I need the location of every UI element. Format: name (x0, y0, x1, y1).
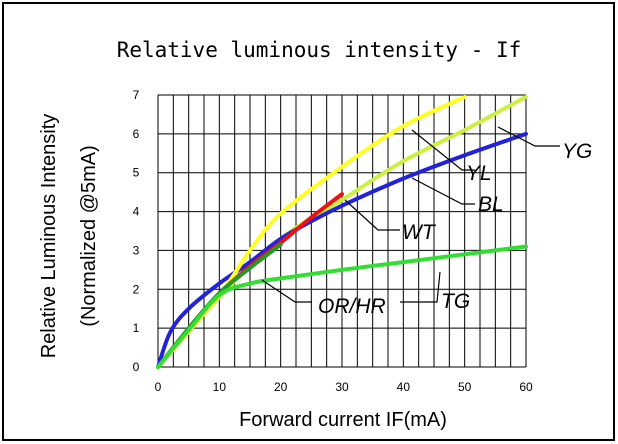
callout-WT: WT (344, 199, 437, 244)
y-tick-label: 2 (133, 282, 140, 296)
x-tick-label: 10 (213, 380, 227, 394)
x-tick-label: 40 (397, 380, 411, 394)
series-label-WT: WT (402, 221, 437, 244)
x-axis-label: Forward current IF(mA) (239, 409, 447, 431)
plot-area: 0 10 20 30 40 50 60 0 1 2 3 4 5 6 7 (133, 88, 533, 394)
callout-OR-HR: OR/HR (261, 279, 386, 318)
y-axis-label-line1: Relative Luminous Intensity (38, 114, 60, 359)
y-tick-label: 6 (133, 127, 140, 141)
series-lines (156, 94, 528, 369)
y-tick-labels: 0 1 2 3 4 5 6 7 (133, 88, 140, 374)
series-callouts: YG YL BL WT OR/HR TG (261, 126, 592, 318)
series-line-tg (156, 244, 528, 369)
x-tick-label: 20 (274, 380, 288, 394)
series-line-bl (156, 131, 528, 369)
y-tick-label: 3 (133, 243, 140, 257)
series-label-BL: BL (478, 193, 504, 216)
callout-TG: TG (400, 271, 470, 313)
series-label-TG: TG (441, 290, 470, 313)
callout-YG: YG (497, 126, 592, 163)
chart-title: Relative luminous intensity - If (117, 38, 522, 62)
y-tick-label: 4 (133, 205, 140, 219)
x-tick-label: 50 (458, 380, 472, 394)
y-axis-label-line2: (Normalized @5mA) (78, 145, 100, 326)
y-tick-label: 0 (133, 360, 140, 374)
callout-YL: YL (411, 129, 492, 185)
y-axis-label: Relative Luminous Intensity (Normalized … (38, 114, 100, 359)
callout-BL: BL (411, 177, 504, 216)
x-tick-label: 30 (335, 380, 349, 394)
y-tick-label: 1 (133, 321, 140, 335)
series-label-OR-HR: OR/HR (318, 295, 386, 318)
series-label-YL: YL (466, 162, 492, 185)
y-tick-label: 7 (133, 88, 140, 102)
x-tick-label: 60 (519, 380, 533, 394)
x-tick-label: 0 (155, 380, 162, 394)
y-tick-label: 5 (133, 166, 140, 180)
series-label-YG: YG (562, 140, 592, 163)
x-tick-labels: 0 10 20 30 40 50 60 (155, 380, 533, 394)
